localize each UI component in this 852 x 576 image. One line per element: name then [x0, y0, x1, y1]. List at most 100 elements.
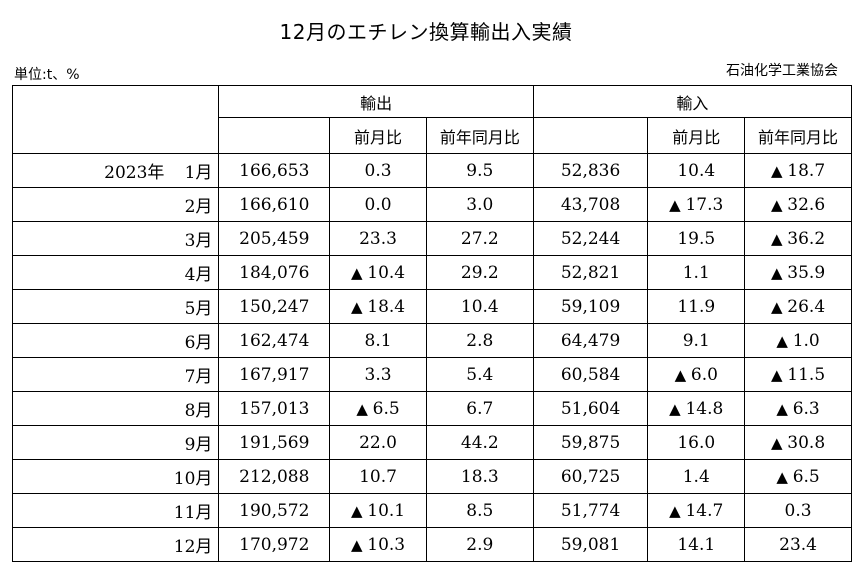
row-label: 3月 [11, 221, 220, 256]
export-mom-value: 23.3 [359, 228, 397, 249]
import-mom-cell: 14.8 [647, 391, 746, 426]
import-volume-cell: 59,109 [532, 289, 649, 324]
export-volume-cell: 205,459 [218, 221, 331, 256]
import-mom-cell: 14.1 [647, 527, 746, 562]
row-label: 6月 [11, 323, 220, 358]
import-yoy-value: 6.3 [776, 399, 819, 419]
header-row-group: 輸出 輸入 [11, 85, 852, 154]
year-label: 2023年 [104, 163, 165, 183]
import-mom-value: 1.4 [682, 466, 710, 487]
export-yoy-cell: 3.0 [425, 187, 534, 222]
month-label: 6月 [184, 333, 213, 353]
export-mom-cell: 0.3 [329, 153, 427, 188]
export-volume-value: 157,013 [239, 398, 310, 419]
import-yoy-value: 0.3 [784, 500, 812, 521]
import-mom-cell: 9.1 [647, 323, 746, 358]
month-label: 3月 [184, 231, 213, 251]
import-mom-value: 14.7 [669, 501, 723, 521]
month-label: 1月 [184, 163, 213, 183]
row-label: 10月 [11, 459, 220, 494]
import-volume-value: 43,708 [560, 194, 621, 215]
export-mom-cell: 18.4 [329, 289, 427, 324]
export-volume-cell: 166,610 [218, 187, 331, 222]
export-yoy-cell: 44.2 [425, 425, 534, 460]
export-yoy-cell: 27.2 [425, 221, 534, 256]
export-yoy-value: 2.8 [466, 330, 494, 351]
export-yoy-value: 2.9 [466, 534, 494, 555]
row-label: 11月 [11, 493, 220, 528]
import-yoy-cell: 36.2 [744, 221, 852, 256]
import-yoy-cell: 23.4 [744, 527, 852, 562]
import-yoy-cell: 11.5 [744, 357, 852, 392]
export-yoy-value: 10.4 [460, 296, 499, 317]
export-yoy-cell: 8.5 [425, 493, 534, 528]
row-label: 5月 [11, 289, 220, 324]
import-volume-cell: 52,244 [532, 221, 649, 256]
table-row: 9月 191,569 22.0 44.2 59,875 16.0 30.8 [11, 425, 852, 460]
import-volume-value: 52,836 [560, 160, 621, 181]
import-yoy-value: 30.8 [771, 433, 825, 453]
header-import-yoy: 前年同月比 [744, 117, 852, 154]
row-label: 4月 [11, 255, 220, 290]
export-volume-cell: 166,653 [218, 153, 331, 188]
import-yoy-cell: 35.9 [744, 255, 852, 290]
import-mom-cell: 17.3 [647, 187, 746, 222]
table-row: 3月 205,459 23.3 27.2 52,244 19.5 36.2 [11, 221, 852, 256]
page-title: 12月のエチレン換算輸出入実績 [279, 20, 573, 44]
export-volume-cell: 157,013 [218, 391, 331, 426]
header-import-volume [532, 117, 649, 154]
import-yoy-cell: 6.3 [744, 391, 852, 426]
import-mom-value: 14.8 [669, 399, 723, 419]
export-yoy-value: 27.2 [460, 228, 499, 249]
import-yoy-cell: 6.5 [744, 459, 852, 494]
month-label: 11月 [173, 503, 213, 523]
import-volume-cell: 60,584 [532, 357, 649, 392]
header-export-mom: 前月比 [329, 117, 427, 154]
export-volume-cell: 170,972 [218, 527, 331, 562]
export-yoy-value: 5.4 [466, 364, 494, 385]
table-row: 4月 184,076 10.4 29.2 52,821 1.1 35.9 [11, 255, 852, 290]
export-volume-value: 162,474 [239, 330, 310, 351]
import-mom-value: 1.1 [682, 262, 710, 283]
export-volume-cell: 184,076 [218, 255, 331, 290]
month-label: 4月 [184, 265, 213, 285]
month-label: 8月 [184, 401, 213, 421]
export-yoy-cell: 2.9 [425, 527, 534, 562]
import-mom-cell: 10.4 [647, 153, 746, 188]
import-volume-value: 51,604 [560, 398, 621, 419]
export-mom-value: 10.7 [359, 466, 397, 487]
export-volume-value: 166,610 [239, 194, 310, 215]
export-yoy-value: 18.3 [460, 466, 499, 487]
import-yoy-value: 26.4 [771, 297, 825, 317]
export-volume-cell: 162,474 [218, 323, 331, 358]
table-row: 10月 212,088 10.7 18.3 60,725 1.4 6.5 [11, 459, 852, 494]
table-row: 2023年 1月 166,653 0.3 9.5 52,836 10.4 18.7 [11, 153, 852, 188]
export-yoy-cell: 6.7 [425, 391, 534, 426]
import-volume-cell: 59,081 [532, 527, 649, 562]
export-volume-cell: 150,247 [218, 289, 331, 324]
import-volume-cell: 64,479 [532, 323, 649, 358]
import-mom-cell: 11.9 [647, 289, 746, 324]
export-mom-value: 0.0 [364, 194, 392, 215]
month-label: 2月 [184, 197, 213, 217]
export-mom-cell: 6.5 [329, 391, 427, 426]
import-volume-value: 51,774 [560, 500, 621, 521]
import-yoy-value: 6.5 [776, 467, 819, 487]
month-label: 12月 [173, 537, 213, 557]
export-mom-value: 6.5 [356, 399, 399, 419]
export-volume-value: 205,459 [239, 228, 310, 249]
import-mom-cell: 16.0 [647, 425, 746, 460]
header-export: 輸出 [218, 85, 534, 118]
import-yoy-cell: 18.7 [744, 153, 852, 188]
export-yoy-cell: 29.2 [425, 255, 534, 290]
import-mom-value: 10.4 [677, 160, 716, 181]
header-export-yoy: 前年同月比 [425, 117, 534, 154]
source-label: 石油化学工業協会 [726, 63, 838, 79]
import-mom-value: 6.0 [675, 365, 718, 385]
table-row: 11月 190,572 10.1 8.5 51,774 14.7 0.3 [11, 493, 852, 528]
export-mom-cell: 3.3 [329, 357, 427, 392]
import-yoy-value: 36.2 [771, 229, 825, 249]
import-mom-cell: 14.7 [647, 493, 746, 528]
row-label: 12月 [11, 527, 220, 562]
export-volume-value: 184,076 [239, 262, 310, 283]
